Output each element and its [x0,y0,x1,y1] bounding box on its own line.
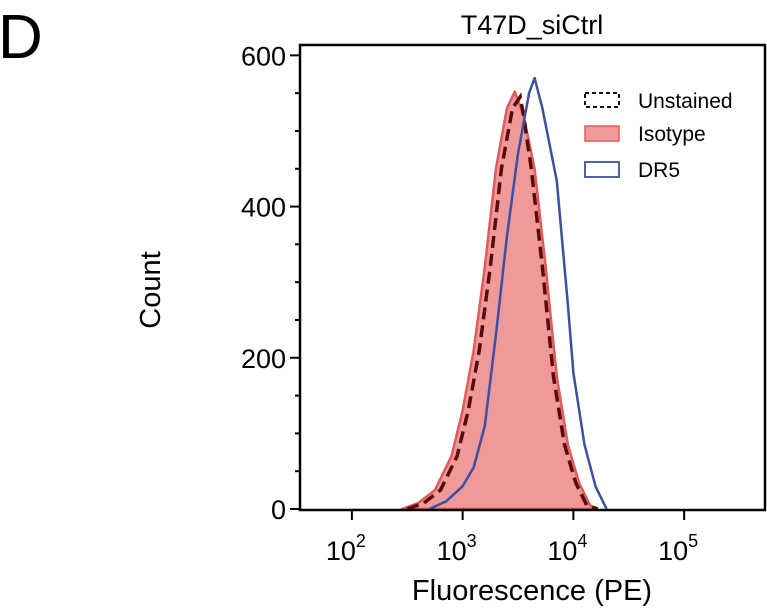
x-tick-label: 105 [658,531,698,566]
legend: Unstained Isotype DR5 [584,90,733,182]
y-tick-label: 400 [241,193,286,223]
series-layer [400,76,608,511]
x-tick-label: 103 [437,531,477,566]
x-tick-label: 104 [547,531,587,566]
axes-layer: 0 200 400 600 102 103 104 105 [241,41,698,566]
y-tick-label: 200 [241,344,286,374]
legend-isotype-label: Isotype [638,123,706,146]
legend-isotype-swatch [584,125,620,142]
x-axis-label: Fluorescence (PE) [412,575,652,607]
series-dr5 [428,76,608,511]
x-tick-label: 102 [326,531,366,566]
legend-dr5-swatch [584,161,620,178]
legend-unstained-label: Unstained [638,90,733,113]
y-tick-label: 0 [271,495,286,525]
legend-dr5-label: DR5 [638,159,680,182]
y-tick-label: 600 [241,41,286,71]
legend-unstained-swatch [584,92,620,108]
chart-title: T47D_siCtrl [461,10,604,40]
plot-frame [298,43,767,512]
panel-label: D [0,3,43,72]
series-unstained [406,92,599,511]
y-axis-label: Count [135,251,167,328]
